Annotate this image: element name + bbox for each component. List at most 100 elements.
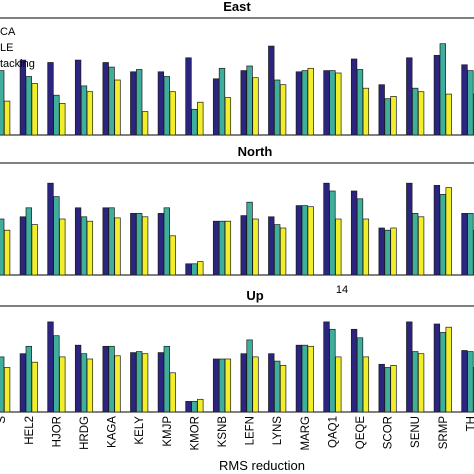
bar-north-kmjp-le [163,207,170,276]
bar-east-hel2-ca [19,59,27,136]
bar-north-qeqe-tacking [362,218,370,276]
bar-up-lyns-tacking [279,365,287,413]
x-tick-label-ksnb: KSNB [217,416,229,448]
panel-east: East [0,0,474,136]
bar-up-hjor-ca [47,321,54,413]
bar-north-qeqe-ca [350,190,358,276]
bar-up-s-le [0,356,5,413]
bar-up-lyns-le [274,360,281,413]
bar-north-lyns-le [274,224,281,276]
bar-up-qaq1-ca [323,321,330,413]
bar-up-hrdg-ca [74,344,82,413]
bar-north-scor-ca [378,227,385,276]
bar-east-senu-tacking [417,91,425,136]
bar-up-kmjp-tacking [169,372,176,413]
bar-north-kely-ca [130,213,137,276]
bar-north-kmor-ca [185,263,192,276]
bar-up-marg-ca [295,344,303,413]
plot-frame-east [0,17,474,136]
bar-north-srmp-tacking [445,187,452,276]
bar-north-marg-le [301,205,308,276]
bar-up-senu-ca [406,321,413,413]
bar-up-lefn-tacking [252,356,259,413]
bar-north-hjor-tacking [59,218,66,276]
bar-east-kely-tacking [141,111,149,136]
x-tick-label-srmp: SRMP [438,416,450,450]
bar-east-qeqe-le [356,69,364,136]
bar-up-th-le [467,351,474,413]
bar-north-lyns-ca [268,216,275,276]
bar-up-th-ca [461,350,468,413]
bar-east-scor-le [384,98,391,136]
bar-up-ksnb-le [218,358,226,413]
bar-north-hel2-ca [19,216,27,276]
bar-up-srmp-tacking [445,326,452,413]
bar-north-senu-tacking [417,216,425,276]
bar-up-s-tacking [3,367,11,413]
bar-east-hjor-le [53,94,60,136]
panel-up: Up S HEL2 HJOR HRDG KAGA KELY KMJP KMOR KSNB LEFN… [0,288,474,451]
bars-up [0,321,474,413]
bar-east-th-le [467,70,474,136]
bar-north-senu-le [412,213,419,276]
bar-east-kaga-tacking [114,79,121,136]
bar-up-ksnb-ca [212,358,220,413]
bars-east [0,43,474,136]
bar-east-kmjp-le [163,76,170,136]
bar-north-s-le [0,218,5,276]
bar-north-marg-ca [295,205,303,276]
bar-north-qeqe-le [356,198,364,276]
bar-up-qaq1-tacking [335,356,342,413]
bar-east-ksnb-tacking [224,97,232,136]
bar-east-scor-ca [378,84,385,136]
bar-north-lefn-le [246,201,253,276]
x-tick-label-kely: KELY [134,416,146,445]
legend-label-ca: CA [0,26,16,38]
bar-east-scor-tacking [390,96,397,136]
bar-east-hjor-ca [47,62,54,136]
bar-up-srmp-ca [433,323,441,413]
bar-up-kely-le [136,351,143,413]
legend-label-tacking: tacking [0,58,35,70]
bar-north-hrdg-le [80,216,88,276]
bar-east-kmor-le [191,108,198,136]
bar-north-kmor-tacking [197,261,204,276]
x-tick-label-qeqe: QEQE [355,416,367,450]
bar-north-ksnb-le [218,220,226,276]
bar-up-kmjp-le [163,345,170,413]
bar-east-s-tacking [3,100,11,136]
bar-up-hrdg-tacking [86,358,94,413]
bar-up-qaq1-le [329,328,336,413]
bar-north-hrdg-ca [74,207,82,276]
bar-north-kaga-ca [102,207,109,276]
bar-east-kmor-ca [185,57,192,136]
bar-up-kmjp-ca [157,352,165,413]
legend: CA LE tacking [0,26,35,70]
bar-east-hel2-tacking [31,83,38,136]
bar-up-lefn-le [246,339,253,413]
x-axis-label: RMS reduction [219,458,305,473]
x-tick-label-hel2: HEL2 [24,416,36,445]
bar-north-ksnb-ca [212,220,220,276]
bar-up-hel2-le [25,345,32,413]
bar-up-hel2-ca [19,353,27,413]
bar-north-ksnb-tacking [224,220,232,276]
plot-frame-north [0,162,474,276]
bar-up-kmor-ca [185,401,192,413]
legend-label-le: LE [0,42,13,54]
bar-north-kmjp-ca [157,213,165,276]
bar-north-hel2-tacking [31,224,38,276]
bar-east-lyns-ca [268,45,275,136]
bar-up-hel2-tacking [31,361,38,413]
bar-east-hjor-tacking [59,103,66,136]
bar-north-th-le [467,213,474,276]
bar-north-qaq1-tacking [335,218,342,276]
bar-north-kmjp-tacking [169,235,176,276]
bar-east-qaq1-le [329,70,336,136]
bar-east-qaq1-ca [323,70,330,136]
bar-east-hrdg-tacking [86,91,94,136]
bar-north-kely-tacking [141,216,149,276]
bar-east-marg-ca [295,71,303,136]
bar-east-ksnb-le [218,67,226,136]
